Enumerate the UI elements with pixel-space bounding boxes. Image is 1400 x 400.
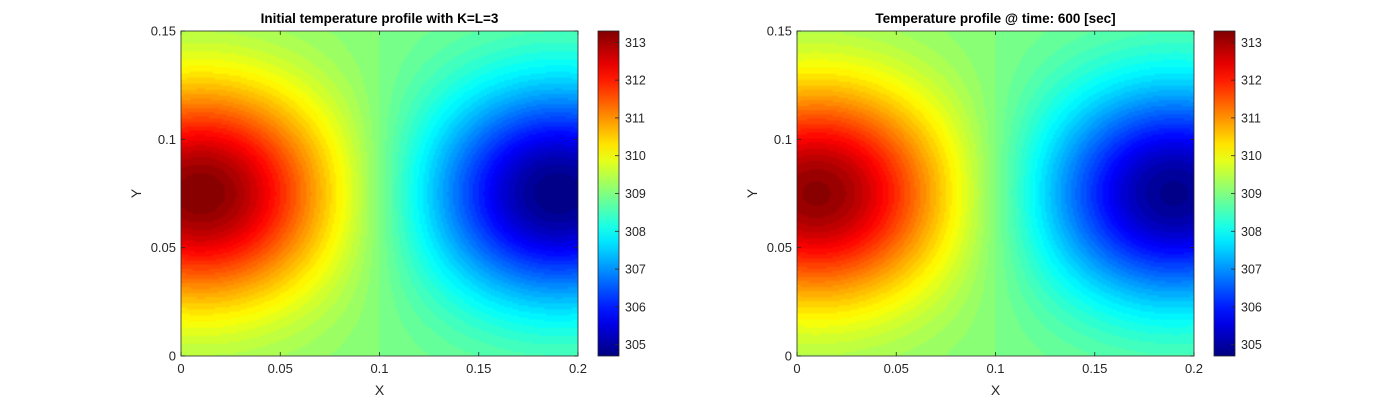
x-axis-label: X (991, 382, 1001, 398)
y-axis-label: Y (128, 188, 144, 198)
x-tick-label: 0.2 (1185, 361, 1203, 376)
colorbar-tick-label: 310 (1241, 149, 1262, 163)
colorbar-tick-label: 307 (1241, 263, 1262, 277)
y-tick-label: 0 (785, 349, 792, 364)
y-tick-label: 0 (169, 349, 176, 364)
colorbar-tick-label: 305 (1241, 338, 1262, 352)
x-tick-label: 0.05 (884, 361, 909, 376)
colorbar-tick-label: 312 (1241, 74, 1262, 88)
colorbar-tick-label: 313 (1241, 36, 1262, 50)
x-tick-label: 0.05 (268, 361, 293, 376)
colorbar-tick-label: 313 (625, 36, 646, 50)
y-tick-label: 0.05 (767, 240, 792, 255)
x-tick-label: 0.2 (569, 361, 587, 376)
x-tick-label: 0.1 (370, 361, 388, 376)
chart-title: Temperature profile @ time: 600 [sec] (875, 11, 1115, 26)
colorbar-tick-label: 306 (1241, 300, 1262, 314)
y-axis-label: Y (744, 188, 760, 198)
colorbar-tick-label: 307 (625, 263, 646, 277)
heatmap-image (181, 31, 578, 356)
colorbar-tick-label: 309 (625, 187, 646, 201)
colorbar-tick-label: 309 (1241, 187, 1262, 201)
x-tick-label: 0.15 (466, 361, 491, 376)
y-tick-label: 0.1 (158, 132, 176, 147)
colorbar-tick-label: 308 (625, 225, 646, 239)
colorbar-tick-label: 311 (1241, 111, 1261, 125)
colorbar-tick-label: 311 (625, 111, 645, 125)
y-tick-label: 0.1 (774, 132, 792, 147)
colorbar-tick-label: 306 (625, 300, 646, 314)
x-tick-label: 0 (793, 361, 800, 376)
y-tick-label: 0.15 (151, 24, 176, 39)
heatmap-image (797, 31, 1194, 356)
colorbar-tick-label: 308 (1241, 225, 1262, 239)
x-tick-label: 0.15 (1082, 361, 1107, 376)
chart-1: 0 0.05 0.1 0.15 0.2 0 0.05 0.1 0.15 Initial tempe… (128, 11, 646, 398)
colorbar-tick-label: 310 (625, 149, 646, 163)
colorbar-tick-label: 305 (625, 338, 646, 352)
x-tick-label: 0 (177, 361, 184, 376)
colorbar-tick-label: 312 (625, 74, 646, 88)
chart-title: Initial temperature profile with K=L=3 (261, 11, 499, 26)
y-tick-label: 0.05 (151, 240, 176, 255)
x-axis-label: X (375, 382, 385, 398)
x-tick-label: 0.1 (986, 361, 1004, 376)
y-tick-label: 0.15 (767, 24, 792, 39)
chart-2: 0 0.05 0.1 0.15 0.2 0 0.05 0.1 0.15 Temperature p… (744, 11, 1262, 398)
